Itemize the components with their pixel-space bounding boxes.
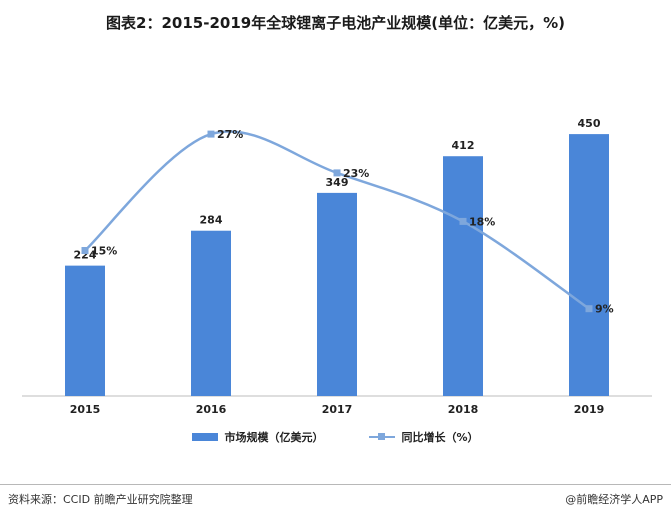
bar-2019 — [569, 134, 609, 396]
growth-point-2019 — [585, 305, 593, 313]
x-tick-2016: 2016 — [196, 403, 227, 416]
growth-label-2018: 18% — [469, 215, 495, 228]
bar-label-2017: 349 — [326, 176, 349, 189]
growth-label-2015: 15% — [91, 245, 117, 258]
legend-bar-swatch — [192, 433, 219, 441]
legend-item-bar: 市场规模（亿美元） — [192, 429, 323, 445]
growth-label-2019: 9% — [595, 303, 614, 316]
bar-label-2018: 412 — [452, 139, 475, 152]
x-tick-2019: 2019 — [574, 403, 605, 416]
legend-line-swatch — [369, 433, 396, 440]
x-tick-2017: 2017 — [322, 403, 353, 416]
x-tick-2015: 2015 — [70, 403, 101, 416]
bar-label-2019: 450 — [578, 117, 601, 130]
bar-label-2015: 224 — [74, 249, 97, 262]
legend-bar-label: 市场规模（亿美元） — [224, 431, 324, 444]
growth-point-2017 — [333, 169, 341, 177]
growth-label-2016: 27% — [217, 128, 243, 141]
bar-2017 — [317, 192, 357, 396]
bar-label-2016: 284 — [200, 214, 223, 227]
bar-2015 — [65, 265, 105, 396]
bar-2016 — [191, 230, 231, 396]
legend-line-marker — [378, 433, 386, 440]
footer-divider — [0, 484, 671, 485]
growth-label-2017: 23% — [343, 167, 369, 180]
growth-point-2015 — [81, 247, 89, 254]
legend: 市场规模（亿美元） 同比增长（%） — [0, 429, 671, 445]
source-note: 资料来源：CCID 前瞻产业研究院整理 — [8, 493, 193, 506]
growth-point-2016 — [207, 130, 215, 138]
credit-note: @前瞻经济学人APP — [565, 493, 663, 506]
x-tick-2018: 2018 — [448, 403, 479, 416]
legend-item-line: 同比增长（%） — [369, 429, 479, 445]
footer: 资料来源：CCID 前瞻产业研究院整理 @前瞻经济学人APP — [8, 491, 663, 507]
growth-point-2018 — [459, 217, 467, 225]
bar-2018 — [443, 156, 483, 396]
chart-title: 图表2：2015-2019年全球锂离子电池产业规模(单位：亿美元，%) — [106, 14, 565, 32]
legend-line-label: 同比增长（%） — [401, 431, 479, 444]
